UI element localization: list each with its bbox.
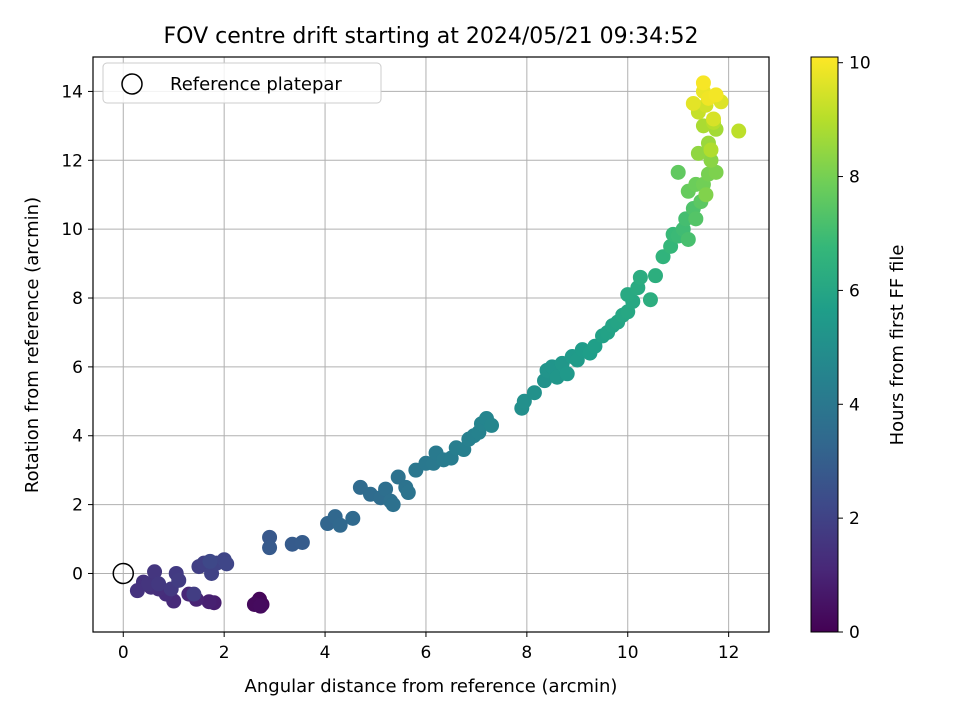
x-tick-label: 2 bbox=[219, 643, 230, 663]
x-tick-label: 8 bbox=[521, 643, 532, 663]
scatter-point bbox=[390, 469, 406, 485]
y-tick-label: 12 bbox=[61, 151, 83, 171]
legend: Reference platepar bbox=[102, 62, 382, 104]
scatter-point bbox=[708, 87, 724, 103]
scatter-point bbox=[695, 75, 711, 91]
y-tick-label: 4 bbox=[72, 427, 83, 447]
y-axis-label: Rotation from reference (arcmin) bbox=[22, 197, 43, 493]
colorbar-tick-label: 10 bbox=[849, 54, 871, 74]
reference-platepar-marker bbox=[112, 562, 135, 585]
scatter-point bbox=[698, 187, 714, 203]
scatter-points bbox=[112, 75, 747, 614]
scatter-point bbox=[647, 268, 663, 284]
y-tick-label: 10 bbox=[61, 220, 83, 240]
scatter-point bbox=[680, 231, 696, 247]
scatter-point bbox=[252, 598, 268, 614]
scatter-point bbox=[262, 540, 278, 556]
colorbar-tick-label: 8 bbox=[849, 168, 860, 188]
scatter-point bbox=[703, 142, 719, 158]
scatter-point bbox=[385, 497, 401, 513]
scatter-point bbox=[663, 238, 679, 254]
scatter-point bbox=[400, 485, 416, 501]
scatter-point bbox=[655, 249, 671, 265]
scatter-point bbox=[526, 385, 542, 401]
legend-entry-reference-platepar: Reference platepar bbox=[170, 74, 342, 95]
scatter-point bbox=[201, 594, 217, 610]
scatter-point bbox=[484, 417, 500, 433]
x-tick-label: 4 bbox=[320, 643, 331, 663]
colorbar-gradient bbox=[810, 56, 839, 633]
grid-lines bbox=[93, 57, 769, 632]
scatter-point bbox=[642, 292, 658, 308]
x-tick-label: 10 bbox=[617, 643, 639, 663]
colorbar-tick-label: 6 bbox=[849, 281, 860, 301]
y-tick-label: 14 bbox=[61, 82, 83, 102]
y-tick-label: 2 bbox=[72, 496, 83, 516]
axes: 0 2 4 6 8 10 12 0 2 4 6 8 10 12 14 bbox=[61, 56, 770, 663]
scatter-point bbox=[345, 510, 361, 526]
scatter-point bbox=[147, 564, 163, 580]
scatter-point bbox=[516, 393, 532, 409]
scatter-point bbox=[632, 269, 648, 285]
y-tick-label: 0 bbox=[72, 564, 83, 584]
y-tick-label: 6 bbox=[72, 358, 83, 378]
scatter-point bbox=[294, 534, 310, 550]
colorbar: 0 2 4 6 8 10 bbox=[810, 54, 871, 643]
scatter-point bbox=[171, 572, 187, 588]
y-tick-label: 8 bbox=[72, 289, 83, 309]
x-axis-label: Angular distance from reference (arcmin) bbox=[245, 676, 618, 697]
scatter-point bbox=[151, 576, 167, 592]
x-tick-label: 6 bbox=[421, 643, 432, 663]
scatter-point bbox=[731, 123, 747, 139]
scatter-point bbox=[703, 152, 719, 168]
colorbar-label: Hours from first FF file bbox=[887, 245, 908, 446]
scatter-point bbox=[378, 481, 394, 497]
x-tick-label: 0 bbox=[118, 643, 129, 663]
colorbar-tick-label: 4 bbox=[849, 395, 860, 415]
x-tick-label: 12 bbox=[718, 643, 740, 663]
scatter-point bbox=[587, 338, 603, 354]
scatter-point bbox=[706, 111, 722, 127]
scatter-point bbox=[708, 164, 724, 180]
legend-reference-marker bbox=[121, 73, 143, 95]
scatter-point bbox=[129, 583, 145, 599]
scatter-point bbox=[202, 553, 218, 569]
scatter-point bbox=[332, 517, 348, 533]
colorbar-tick-label: 0 bbox=[849, 623, 860, 643]
scatter-point bbox=[688, 211, 704, 227]
scatter-point bbox=[262, 529, 278, 545]
plot-frame bbox=[92, 56, 770, 633]
legend-box bbox=[102, 62, 382, 104]
scatter-point bbox=[690, 145, 706, 161]
scatter-point bbox=[685, 95, 701, 111]
scatter-point bbox=[670, 164, 686, 180]
scatter-point bbox=[559, 366, 575, 382]
chart-title: FOV centre drift starting at 2024/05/21 … bbox=[164, 24, 699, 49]
colorbar-tick-label: 2 bbox=[849, 509, 860, 529]
scatter-point bbox=[219, 556, 235, 572]
scatter-point bbox=[186, 586, 202, 602]
